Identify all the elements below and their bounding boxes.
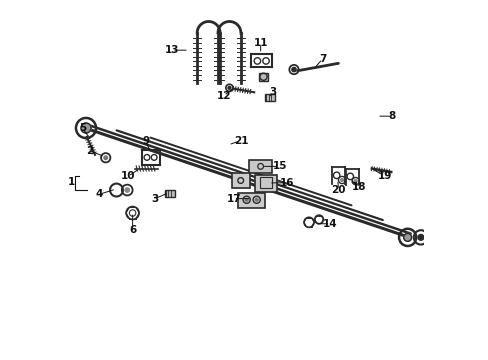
Text: 1: 1 — [68, 177, 75, 187]
Circle shape — [244, 198, 247, 201]
Text: 16: 16 — [279, 178, 293, 188]
Circle shape — [291, 67, 296, 72]
Bar — [255, 175, 276, 192]
Circle shape — [417, 234, 423, 240]
Bar — [238, 193, 265, 208]
Bar — [164, 190, 175, 197]
Text: 3: 3 — [151, 194, 158, 204]
Text: 6: 6 — [129, 225, 136, 235]
Text: 2: 2 — [86, 145, 93, 156]
Circle shape — [353, 180, 356, 183]
Text: 9: 9 — [142, 136, 149, 146]
Circle shape — [255, 198, 258, 201]
Text: 17: 17 — [226, 194, 241, 204]
Bar — [259, 177, 272, 188]
Text: 10: 10 — [121, 171, 135, 181]
Bar — [231, 172, 249, 188]
Circle shape — [340, 179, 343, 181]
Circle shape — [81, 123, 91, 133]
Text: 11: 11 — [253, 38, 267, 48]
Text: 4: 4 — [95, 189, 103, 199]
Text: 21: 21 — [233, 136, 247, 145]
Text: 20: 20 — [330, 185, 345, 195]
Text: 15: 15 — [272, 161, 286, 171]
Circle shape — [104, 156, 107, 159]
Circle shape — [403, 233, 411, 241]
Circle shape — [125, 188, 129, 192]
Text: 13: 13 — [164, 45, 179, 55]
Bar — [249, 160, 271, 173]
Text: 18: 18 — [351, 182, 366, 192]
Text: 8: 8 — [388, 111, 395, 121]
Bar — [259, 73, 267, 81]
Text: 19: 19 — [377, 171, 391, 181]
Text: 12: 12 — [216, 91, 230, 101]
Text: 3: 3 — [268, 87, 276, 97]
Circle shape — [227, 86, 230, 89]
Text: 14: 14 — [323, 219, 337, 229]
Bar — [265, 94, 275, 101]
Text: 7: 7 — [318, 54, 325, 64]
Text: 5: 5 — [79, 123, 86, 133]
